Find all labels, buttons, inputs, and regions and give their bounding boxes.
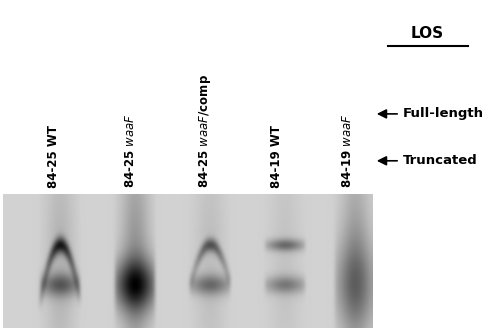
Text: 84-25 WT: 84-25 WT [47,125,60,188]
Text: LOS: LOS [411,26,444,41]
Text: 84-19 $\it{waaF}$: 84-19 $\it{waaF}$ [341,113,354,188]
Text: 84-25 $\it{waaF}$: 84-25 $\it{waaF}$ [124,113,137,188]
Text: 84-25 $\it{waaF}$/comp: 84-25 $\it{waaF}$/comp [197,74,213,188]
Text: Truncated: Truncated [402,154,477,167]
Text: Full-length: Full-length [402,108,483,120]
Text: 84-19 WT: 84-19 WT [270,125,283,188]
